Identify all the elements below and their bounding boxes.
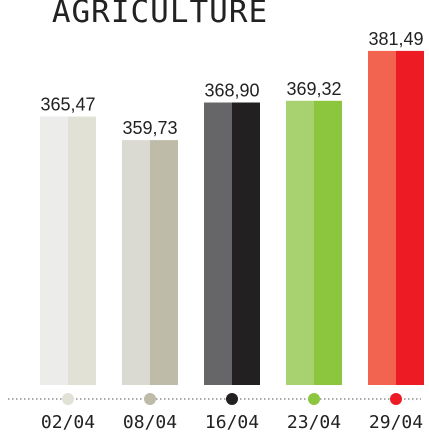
- bar-left-half-0: [40, 116, 68, 385]
- category-dot-2: [226, 393, 238, 405]
- category-label-3: 23/04: [287, 412, 341, 432]
- value-label-3: 369,32: [286, 79, 341, 99]
- bar-left-half-4: [368, 50, 396, 386]
- chart-title: AGRICULTURE: [51, 0, 269, 30]
- category-dot-3: [308, 393, 320, 405]
- category-dot-1: [144, 393, 156, 405]
- bar-left-half-1: [122, 140, 150, 385]
- bar-left-half-3: [286, 100, 314, 386]
- bar-left-half-2: [204, 102, 232, 385]
- value-label-2: 368,90: [204, 81, 259, 101]
- category-dot-0: [62, 393, 74, 405]
- category-label-4: 29/04: [369, 412, 423, 432]
- bar-right-half-2: [232, 102, 260, 385]
- bar-right-half-0: [68, 116, 96, 385]
- value-label-0: 365,47: [40, 95, 95, 115]
- category-dot-4: [390, 393, 402, 405]
- bar-right-half-3: [314, 100, 342, 386]
- value-label-4: 381,49: [368, 29, 423, 49]
- value-label-1: 359,73: [122, 118, 177, 138]
- category-label-0: 02/04: [41, 412, 95, 432]
- category-label-1: 08/04: [123, 412, 177, 432]
- bar-right-half-4: [396, 50, 424, 386]
- bar-right-half-1: [150, 140, 178, 385]
- category-label-2: 16/04: [205, 412, 259, 432]
